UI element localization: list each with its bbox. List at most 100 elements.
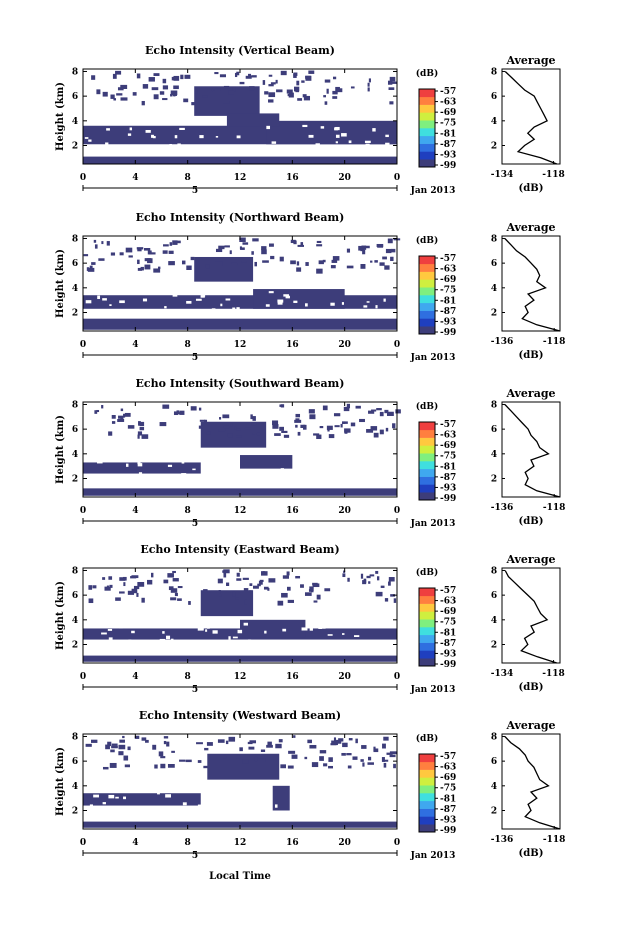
echo-gap (384, 642, 390, 646)
echo-speckle (374, 260, 378, 263)
echo-gap (108, 794, 115, 799)
echo-gap (179, 127, 185, 130)
echo-speckle (111, 743, 118, 746)
echo-speckle (261, 246, 267, 251)
echo-speckle (205, 264, 210, 269)
echo-speckle (176, 410, 180, 413)
echo-speckle (217, 578, 223, 584)
echo-gap (111, 625, 116, 628)
echo-speckle (309, 586, 314, 591)
y-tick-label: 2 (72, 806, 78, 816)
echo-speckle (300, 424, 306, 428)
echo-speckle (297, 431, 301, 436)
echo-speckle (92, 585, 97, 589)
y-tick-label: 4 (72, 117, 78, 127)
echo-speckle (234, 72, 238, 78)
avg-y-tick-label: 2 (491, 640, 497, 650)
echo-speckle (170, 597, 177, 601)
echo-speckle (296, 89, 299, 92)
echo-gap (257, 793, 264, 797)
echo-gap (377, 310, 382, 314)
echo-speckle (252, 238, 259, 242)
echo-speckle (244, 427, 252, 430)
echo-speckle (371, 409, 377, 412)
echo-gap (89, 804, 94, 808)
echo-speckle (389, 76, 396, 82)
echo-gap (186, 300, 192, 304)
heatmap-title: Echo Intensity (Westward Beam) (139, 709, 341, 722)
echo-speckle (168, 261, 175, 266)
echo-speckle (177, 586, 183, 589)
colorbar-segment (419, 453, 435, 462)
echo-speckle (170, 588, 178, 593)
average-profile-line (504, 238, 561, 332)
echo-gap (309, 627, 313, 631)
echo-speckle (327, 429, 330, 432)
echo-gap (199, 135, 204, 139)
echo-speckle (141, 737, 147, 741)
avg-x-tick-label: -136 (491, 503, 514, 513)
echo-gap (335, 141, 338, 144)
echo-speckle (348, 738, 353, 741)
colorbar-segment (419, 634, 435, 643)
echo-speckle (393, 598, 397, 603)
echo-speckle (268, 74, 273, 77)
echo-speckle (120, 84, 128, 89)
echo-gap (366, 468, 371, 470)
echo-speckle (326, 88, 329, 94)
echo-gap (228, 310, 235, 313)
echo-speckle (106, 241, 110, 246)
echo-speckle (270, 255, 275, 260)
echo-gap (383, 790, 387, 794)
echo-speckle (122, 576, 127, 581)
x-tick-label: 16 (286, 506, 299, 516)
echo-speckle (91, 262, 96, 265)
echo-speckle (280, 764, 286, 769)
echo-gap (171, 638, 174, 642)
colorbar-tick-label: -63 (440, 431, 456, 441)
echo-speckle (295, 424, 298, 428)
echo-speckle (343, 406, 350, 412)
echo-speckle (287, 93, 291, 97)
colorbar-segment (419, 588, 435, 597)
echo-speckle (153, 268, 161, 273)
echo-speckle (215, 261, 223, 266)
echo-gap (261, 469, 265, 473)
echo-speckle (380, 585, 385, 588)
echo-speckle (94, 244, 98, 249)
echo-speckle (140, 266, 144, 271)
echo-gap (319, 624, 325, 626)
echo-speckle (166, 741, 170, 747)
echo-speckle (344, 421, 348, 424)
x-tick-label: 12 (234, 506, 247, 516)
echo-gap (230, 795, 234, 798)
echo-speckle (168, 586, 174, 591)
echo-speckle (279, 256, 284, 262)
x-tick-label: 4 (132, 506, 138, 516)
echo-speckle (307, 739, 312, 744)
echo-speckle (313, 433, 320, 436)
echo-speckle (286, 89, 293, 94)
echo-speckle (383, 736, 389, 741)
echo-speckle (287, 765, 294, 769)
echo-speckle (244, 599, 247, 605)
colorbar-frame (418, 753, 436, 833)
colorbar-segment (419, 422, 435, 431)
echo-speckle (131, 588, 138, 594)
echo-gap (97, 295, 101, 300)
echo-gap (181, 460, 185, 464)
echo-gap (385, 134, 389, 138)
echo-speckle (387, 80, 393, 85)
echo-speckle (101, 241, 104, 245)
echo-gap (264, 630, 267, 634)
echo-gap (322, 622, 328, 626)
colorbar-segment (419, 112, 435, 121)
x-tick-label: 12 (234, 672, 247, 682)
echo-speckle (347, 765, 352, 769)
avg-x-label: (dB) (519, 682, 544, 693)
echo-gap (137, 463, 143, 467)
y-tick-label: 4 (72, 450, 78, 460)
echo-speckle (147, 250, 152, 255)
echo-speckle (148, 77, 155, 82)
echo-speckle (245, 75, 252, 79)
